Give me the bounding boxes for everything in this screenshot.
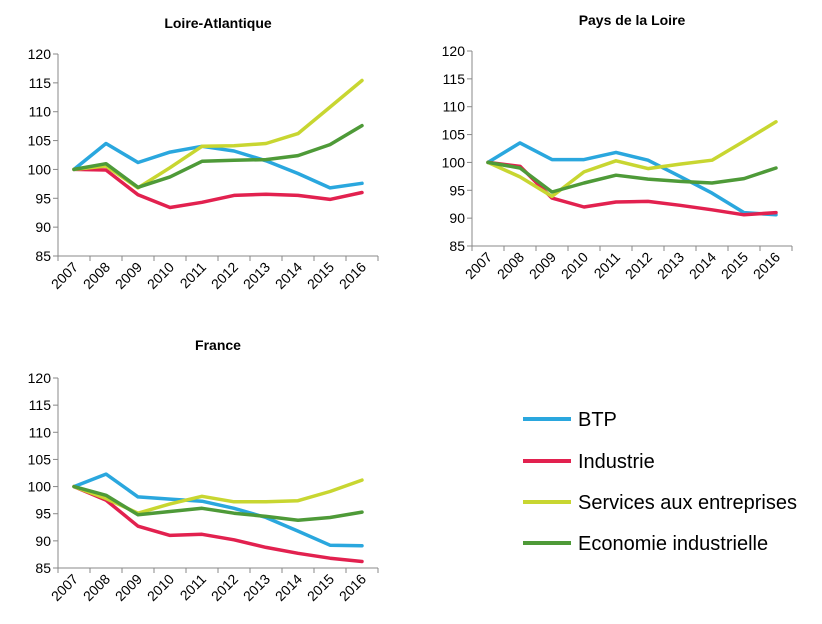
x-tick-label: 2007 [48, 259, 81, 292]
y-tick-label: 95 [35, 506, 51, 522]
x-tick-label: 2010 [144, 571, 177, 604]
x-tick-label: 2013 [240, 571, 273, 604]
y-tick-label: 90 [449, 210, 465, 226]
series-line-industrie [72, 167, 364, 210]
y-tick-label: 105 [28, 451, 52, 467]
series-line-industrie [72, 484, 364, 564]
y-tick-label: 85 [449, 238, 465, 254]
y-tick-label: 100 [28, 161, 52, 177]
y-tick-label: 110 [29, 424, 52, 440]
x-tick-label: 2016 [336, 571, 369, 604]
series-line-services-aux-entreprises [486, 120, 778, 199]
x-tick-label: 2011 [591, 249, 624, 282]
y-tick-label: 85 [35, 248, 51, 264]
x-tick-label: 2008 [494, 249, 527, 282]
y-tick-label: 115 [443, 71, 466, 87]
legend-label-services: Services aux entreprises [578, 492, 797, 514]
y-tick-label: 90 [35, 219, 51, 235]
y-tick-label: 100 [28, 479, 52, 495]
y-tick-label: 105 [442, 127, 466, 143]
series-line-economie-industrielle [72, 484, 364, 522]
chart-panel-2: Pays de la Loire 85 90 95 100 105 110 115 120 200… [442, 12, 793, 282]
y-tick-label: 105 [28, 133, 52, 149]
chart-title: Loire-Atlantique [164, 15, 272, 31]
chart-title: France [195, 337, 241, 353]
x-tick-label: 2012 [208, 259, 241, 292]
x-tick-label: 2011 [177, 259, 210, 292]
x-tick-label: 2012 [208, 571, 241, 604]
chart-panel-3: France8590951001051101151202007200820092… [28, 337, 379, 604]
x-tick-label: 2009 [526, 249, 559, 282]
x-tick-label: 2013 [654, 249, 687, 282]
x-tick-label: 2009 [112, 571, 145, 604]
x-tick-label: 2016 [336, 259, 369, 292]
x-tick-label: 2016 [750, 249, 783, 282]
legend-label-industrie: Industrie [578, 451, 655, 473]
y-tick-label: 115 [29, 397, 52, 413]
x-tick-label: 2015 [304, 571, 337, 604]
series-line-btp [486, 141, 778, 217]
x-tick-label: 2012 [622, 249, 655, 282]
chart-panel-1: Loire-Atlantique 85 90 95 100 105 110 115 120 200… [28, 15, 379, 292]
y-tick-label: 90 [35, 533, 51, 549]
x-tick-label: 2008 [80, 259, 113, 292]
y-tick-label: 120 [28, 46, 52, 62]
y-tick-label: 95 [449, 182, 465, 198]
x-tick-label: 2008 [80, 571, 113, 604]
x-tick-label: 2014 [272, 259, 305, 292]
x-tick-label: 2010 [144, 259, 177, 292]
series-line-btp [72, 141, 364, 190]
legend: BTP Industrie Services aux entreprises E… [523, 409, 797, 555]
x-tick-label: 2015 [304, 259, 337, 292]
series-line-industrie [486, 160, 778, 217]
series-line-btp [72, 472, 364, 548]
y-tick-label: 110 [443, 99, 466, 115]
y-tick-label: 115 [29, 75, 52, 91]
chart-title: Pays de la Loire [579, 12, 686, 28]
x-tick-label: 2007 [462, 249, 495, 282]
y-tick-label: 95 [35, 190, 51, 206]
x-tick-label: 2007 [48, 571, 81, 604]
x-tick-label: 2013 [240, 259, 273, 292]
legend-label-economie: Economie industrielle [578, 533, 768, 555]
series-line-economie-industrielle [486, 160, 778, 194]
x-tick-label: 2014 [686, 249, 719, 282]
x-tick-label: 2009 [112, 259, 145, 292]
x-tick-label: 2011 [177, 571, 210, 604]
y-tick-label: 85 [35, 560, 51, 576]
y-tick-label: 120 [28, 370, 52, 386]
series-line-economie-industrielle [72, 123, 364, 190]
y-tick-label: 120 [442, 43, 466, 59]
x-tick-label: 2010 [558, 249, 591, 282]
y-tick-label: 100 [442, 154, 466, 170]
y-tick-label: 110 [29, 104, 52, 120]
legend-label-btp: BTP [578, 409, 617, 431]
x-tick-label: 2015 [718, 249, 751, 282]
x-tick-label: 2014 [272, 571, 305, 604]
